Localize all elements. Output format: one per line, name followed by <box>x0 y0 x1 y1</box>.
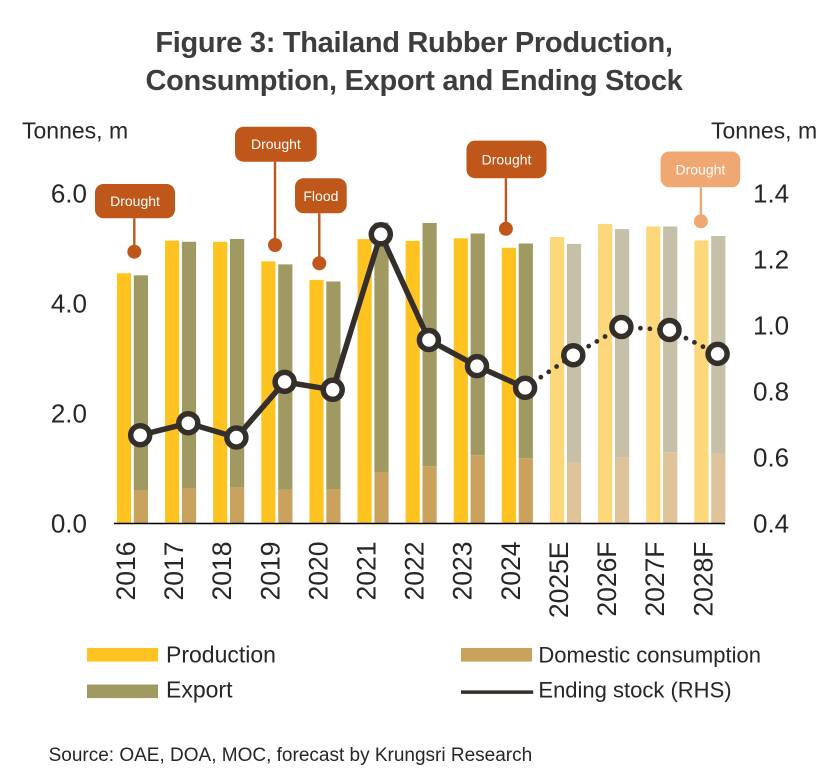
svg-text:2016: 2016 <box>111 542 141 601</box>
svg-text:2017: 2017 <box>159 542 189 601</box>
svg-text:1.4: 1.4 <box>753 178 789 208</box>
svg-text:0.8: 0.8 <box>753 376 789 406</box>
svg-text:Source: OAE, DOA, MOC, forecas: Source: OAE, DOA, MOC, forecast by Krung… <box>49 745 533 766</box>
svg-text:Drought: Drought <box>110 193 160 209</box>
svg-text:Drought: Drought <box>251 136 301 152</box>
svg-text:2025E: 2025E <box>544 542 574 619</box>
svg-text:2028F: 2028F <box>688 542 718 617</box>
svg-text:1.2: 1.2 <box>753 244 789 274</box>
svg-text:0.0: 0.0 <box>51 508 87 538</box>
svg-text:2018: 2018 <box>207 542 237 601</box>
svg-text:6.0: 6.0 <box>51 178 87 208</box>
svg-text:0.4: 0.4 <box>753 508 789 538</box>
svg-text:2024: 2024 <box>496 542 526 601</box>
svg-text:2.0: 2.0 <box>51 398 87 428</box>
svg-text:2019: 2019 <box>255 542 285 601</box>
svg-text:Figure 3: Thailand Rubber Prod: Figure 3: Thailand Rubber Production, <box>155 27 672 59</box>
svg-text:1.0: 1.0 <box>753 310 789 340</box>
svg-text:Drought: Drought <box>482 151 532 167</box>
svg-text:4.0: 4.0 <box>51 288 87 318</box>
svg-text:0.6: 0.6 <box>753 442 789 472</box>
svg-text:Ending stock (RHS): Ending stock (RHS) <box>538 678 731 703</box>
svg-text:2020: 2020 <box>303 542 333 601</box>
svg-text:Drought: Drought <box>675 161 725 177</box>
svg-text:Tonnes, m: Tonnes, m <box>22 118 128 144</box>
svg-text:Domestic consumption: Domestic consumption <box>538 643 761 668</box>
svg-text:Flood: Flood <box>303 188 338 204</box>
svg-text:Tonnes, m: Tonnes, m <box>711 118 817 144</box>
svg-text:Consumption, Export and Ending: Consumption, Export and Ending Stock <box>146 65 684 97</box>
svg-text:2023: 2023 <box>448 542 478 601</box>
svg-text:2026F: 2026F <box>592 542 622 617</box>
svg-text:2022: 2022 <box>400 542 430 601</box>
svg-text:Production: Production <box>166 642 276 668</box>
svg-text:Export: Export <box>166 677 233 703</box>
svg-text:2027F: 2027F <box>640 542 670 617</box>
svg-text:2021: 2021 <box>352 542 382 601</box>
